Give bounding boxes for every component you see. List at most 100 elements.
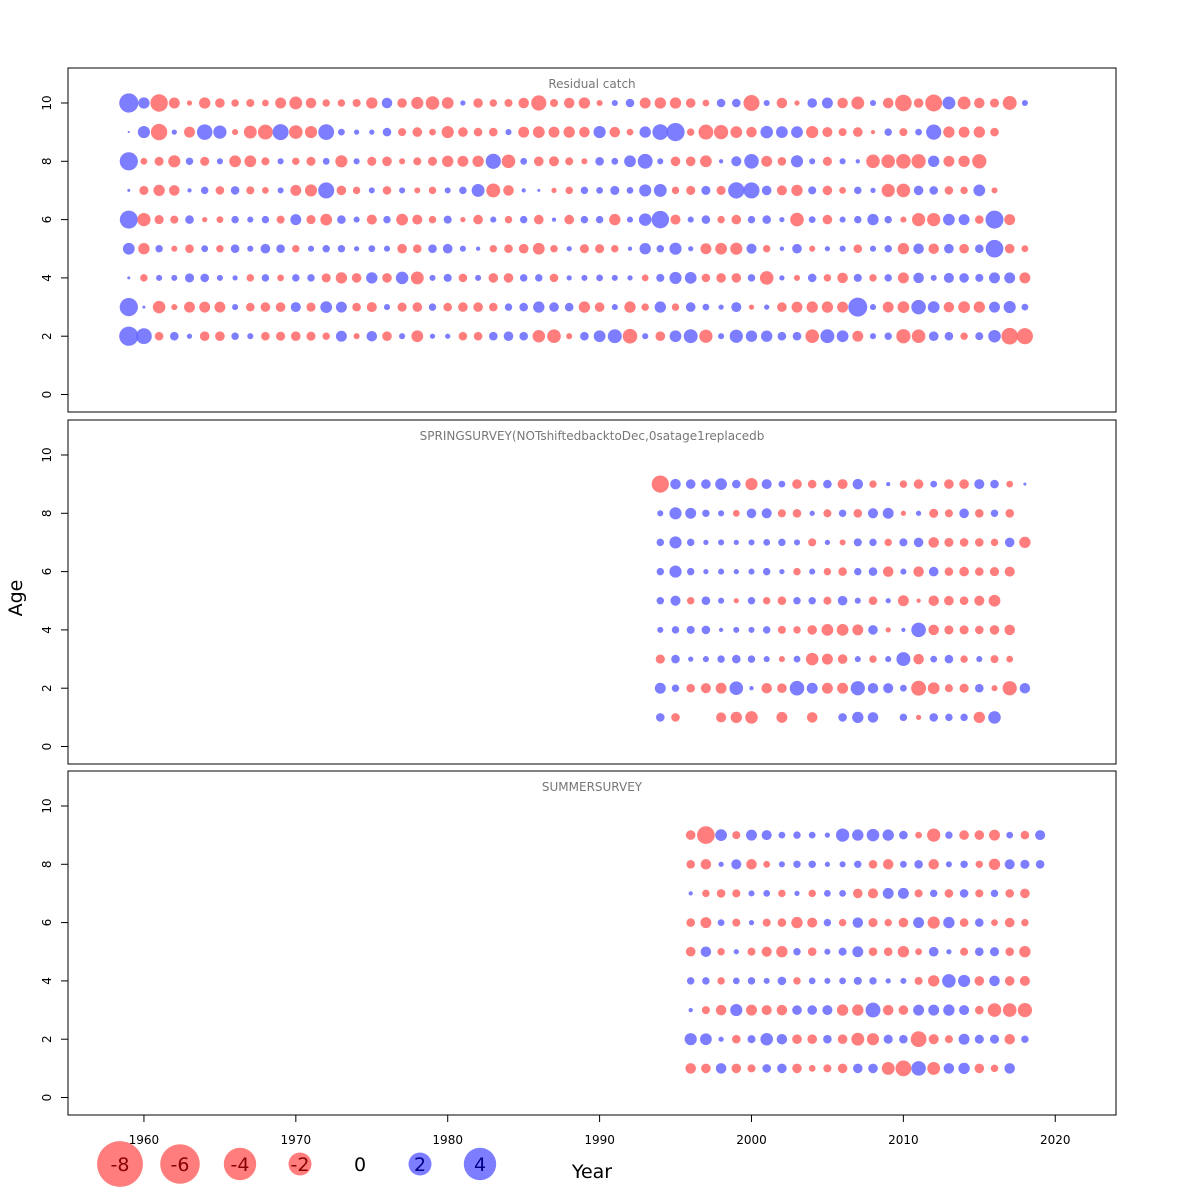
residual-bubble [336,185,347,196]
residual-bubble [596,274,603,282]
residual-bubble [791,184,803,197]
residual-bubble [886,481,891,487]
residual-bubble [959,566,969,577]
residual-bubble [441,97,454,109]
residual-bubble [928,946,939,957]
residual-bubble [747,947,756,956]
residual-bubble [170,215,179,224]
residual-bubble [718,1036,724,1042]
residual-bubble [959,625,969,635]
residual-bubble [216,158,223,165]
residual-bubble [763,656,770,663]
residual-bubble [927,828,941,842]
residual-bubble [366,97,378,109]
residual-bubble [823,274,832,282]
residual-bubble [915,510,922,516]
residual-bubble [731,273,742,283]
residual-bubble [868,625,878,635]
residual-bubble [733,626,740,633]
residual-bubble [743,182,760,199]
residual-bubble [869,304,877,311]
residual-bubble [747,1035,756,1044]
residual-bubble [806,712,818,723]
residual-bubble [127,131,130,134]
residual-bubble [973,301,985,313]
residual-bubble [792,509,802,518]
residual-bubble [882,507,894,519]
residual-bubble [215,98,225,108]
residual-bubble [763,860,771,868]
residual-bubble [975,889,984,898]
residual-bubble [596,99,603,107]
panel-1: Residual catch 0 2 4 6 8 10 [40,67,1117,413]
residual-bubble [853,273,862,282]
residual-bubble [200,273,209,283]
residual-bubble [232,129,239,136]
x-tick-label: 1970 [281,1133,312,1147]
residual-bubble [443,273,452,282]
residual-bubble [808,860,816,869]
residual-bubble [641,303,649,311]
residual-bubble [551,187,557,194]
residual-bubble [927,1061,941,1075]
residual-bubble [853,976,862,985]
residual-bubble [761,155,773,167]
residual-bubble [901,627,906,633]
residual-bubble [548,126,560,138]
residual-bubble [652,124,669,140]
residual-bubble [137,212,151,227]
residual-bubble [837,301,849,313]
residual-bubble [942,96,956,110]
residual-bubble [729,329,743,343]
residual-bubble [655,331,666,342]
residual-bubble [746,829,757,841]
residual-bubble [808,889,816,898]
residual-bubble [1004,537,1015,548]
residual-bubble [748,568,755,575]
residual-bubble [639,126,651,138]
residual-bubble [854,597,861,604]
residual-bubble [943,272,954,283]
residual-bubble [777,976,787,986]
residual-bubble [579,244,589,254]
residual-bubble [746,126,757,138]
residual-bubble [763,890,771,897]
residual-bubble [1021,1035,1029,1043]
residual-bubble [625,98,635,108]
residual-bubble [1005,947,1014,956]
residual-bubble [186,100,193,106]
residual-bubble [686,567,695,576]
legend-label: 4 [474,1154,486,1176]
residual-bubble [747,274,756,282]
residual-bubble [855,159,860,164]
residual-bubble [701,596,711,605]
residual-bubble [671,654,680,664]
residual-bubble [152,300,166,314]
residual-bubble [214,301,226,313]
residual-bubble [988,329,1001,343]
residual-bubble [700,1033,712,1046]
residual-bubble [154,331,164,341]
y-tick-label: 6 [40,919,54,927]
residual-bubble [396,213,408,226]
residual-bubble [914,889,923,898]
residual-bubble [899,538,908,547]
residual-bubble [761,508,772,519]
residual-bubble [865,1002,881,1018]
residual-bubble [716,273,726,283]
residual-bubble [136,328,152,345]
residual-bubble [199,301,211,313]
residual-bubble [171,274,178,281]
residual-bubble [900,568,907,575]
residual-bubble [911,299,926,315]
residual-bubble [916,598,921,603]
residual-bubble [669,507,682,520]
residual-bubble [759,271,774,285]
residual-bubble [743,94,760,112]
residual-bubble [199,331,210,342]
residual-bubble [944,567,954,576]
residual-bubble [196,124,213,140]
residual-bubble [656,244,665,253]
residual-bubble [852,946,864,958]
residual-bubble [822,214,833,225]
